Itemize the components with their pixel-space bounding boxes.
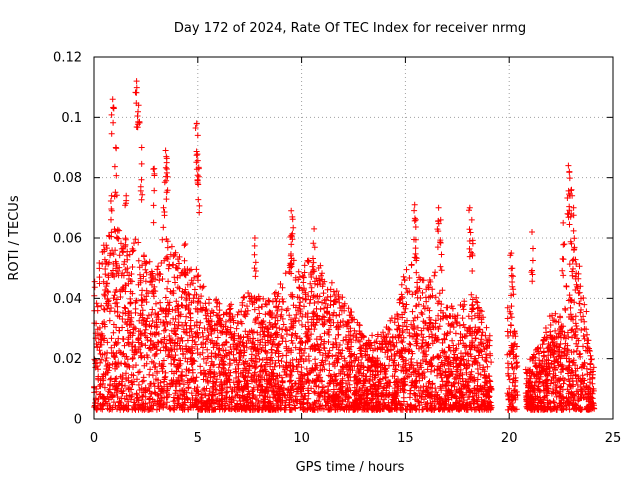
- x-tick-label: 20: [501, 431, 518, 446]
- y-tick-labels: 0 0.02 0.04 0.06 0.08 0.1 0.12: [53, 51, 82, 428]
- x-tick-label: 10: [293, 431, 310, 446]
- y-tick-label: 0.06: [53, 232, 82, 247]
- y-tick-label: 0.08: [53, 171, 82, 186]
- y-tick-label: 0.12: [53, 51, 82, 66]
- x-tick-label: 15: [397, 431, 414, 446]
- roti-point-markers: [91, 78, 598, 413]
- x-tick-label: 0: [90, 431, 98, 446]
- data-points: [91, 78, 598, 413]
- y-tick-label: 0.04: [53, 292, 82, 307]
- x-tick-label: 25: [605, 431, 622, 446]
- x-axis-label: GPS time / hours: [296, 460, 405, 475]
- y-tick-label: 0.02: [53, 352, 82, 367]
- grid-lines: [94, 57, 613, 419]
- plot-frame: [93, 56, 614, 420]
- x-tick-label: 5: [194, 431, 202, 446]
- y-tick-label: 0.1: [61, 111, 82, 126]
- chart-title: Day 172 of 2024, Rate Of TEC Index for r…: [174, 21, 526, 36]
- x-tick-labels: 0 5 10 15 20 25: [90, 431, 621, 446]
- y-axis-label: ROTI / TECUs: [7, 195, 22, 280]
- y-tick-label: 0: [74, 413, 82, 428]
